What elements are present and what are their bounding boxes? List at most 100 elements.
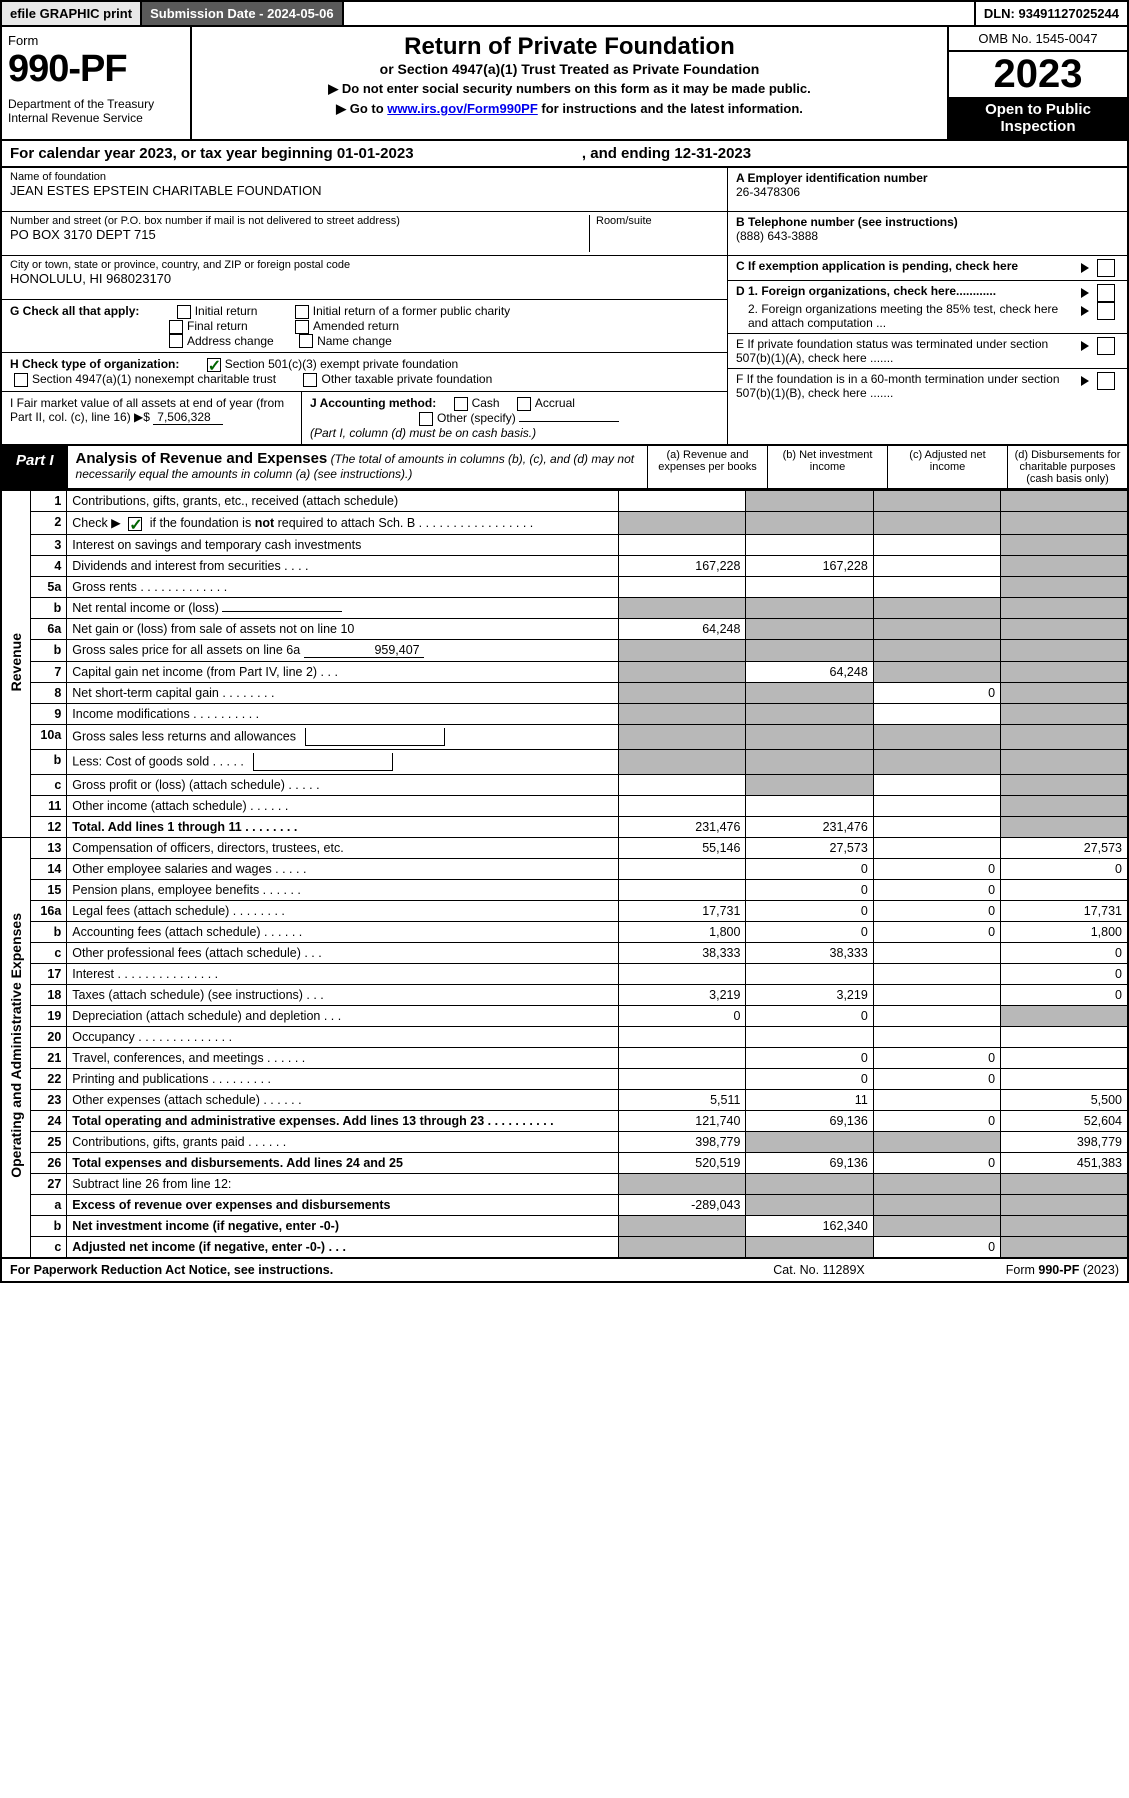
line-desc: Contributions, gifts, grants paid . . . … xyxy=(67,1131,619,1152)
table-row: cOther professional fees (attach schedul… xyxy=(1,942,1128,963)
amt-shade xyxy=(746,703,873,724)
amt-cell xyxy=(1001,879,1128,900)
chk-4947[interactable] xyxy=(14,373,28,387)
amt-cell: 69,136 xyxy=(746,1110,873,1131)
amt-cell: 398,779 xyxy=(619,1131,746,1152)
footer-l: For Paperwork Reduction Act Notice, see … xyxy=(10,1263,719,1277)
chk-address-change[interactable] xyxy=(169,334,183,348)
g-opt-4: Address change xyxy=(187,334,274,348)
line-number: 16a xyxy=(31,900,67,921)
line-desc: Other employee salaries and wages . . . … xyxy=(67,858,619,879)
amt-cell: 0 xyxy=(746,1047,873,1068)
form-link[interactable]: www.irs.gov/Form990PF xyxy=(387,101,538,116)
entity-left: Name of foundation JEAN ESTES EPSTEIN CH… xyxy=(2,168,727,444)
line-number: a xyxy=(31,1194,67,1215)
name-val: JEAN ESTES EPSTEIN CHARITABLE FOUNDATION xyxy=(10,183,719,198)
city-val: HONOLULU, HI 968023170 xyxy=(10,271,719,286)
amt-shade xyxy=(1001,1173,1128,1194)
chk-other-taxable[interactable] xyxy=(303,373,317,387)
tax-year: 2023 xyxy=(949,52,1127,97)
chk-sch-b[interactable] xyxy=(128,517,142,531)
arrow-icon xyxy=(1081,288,1089,298)
entity-right: A Employer identification number 26-3478… xyxy=(727,168,1127,444)
instr-2-post: for instructions and the latest informat… xyxy=(538,101,803,116)
table-row: bLess: Cost of goods sold . . . . . xyxy=(1,749,1128,774)
amt-cell xyxy=(873,837,1000,858)
amt-cell: 0 xyxy=(873,1236,1000,1258)
amt-shade xyxy=(619,511,746,534)
amt-cell: 11 xyxy=(746,1089,873,1110)
chk-amended[interactable] xyxy=(295,320,309,334)
amt-shade xyxy=(1001,511,1128,534)
amt-cell xyxy=(873,555,1000,576)
table-row: 8Net short-term capital gain . . . . . .… xyxy=(1,682,1128,703)
amt-cell: 3,219 xyxy=(619,984,746,1005)
h-row: H Check type of organization: Section 50… xyxy=(2,353,727,392)
g-row: G Check all that apply: Initial return I… xyxy=(2,300,727,353)
line-number: 25 xyxy=(31,1131,67,1152)
f-lbl: F If the foundation is in a 60-month ter… xyxy=(736,372,1081,400)
period-pre: For calendar year 2023, or tax year begi… xyxy=(10,145,337,162)
table-row: 25Contributions, gifts, grants paid . . … xyxy=(1,1131,1128,1152)
amt-shade xyxy=(1001,1194,1128,1215)
amt-cell: 121,740 xyxy=(619,1110,746,1131)
col-c-hdr: (c) Adjusted net income xyxy=(887,446,1007,488)
efile-label[interactable]: efile GRAPHIC print xyxy=(2,2,142,25)
chk-d2[interactable] xyxy=(1097,302,1115,320)
table-row: 10aGross sales less returns and allowanc… xyxy=(1,724,1128,749)
j-note: (Part I, column (d) must be on cash basi… xyxy=(310,426,536,440)
amt-shade xyxy=(619,682,746,703)
amt-cell: 3,219 xyxy=(746,984,873,1005)
amt-cell xyxy=(1001,1068,1128,1089)
line-number: 7 xyxy=(31,661,67,682)
amt-shade xyxy=(1001,534,1128,555)
chk-accrual[interactable] xyxy=(517,397,531,411)
addr-lbl: Number and street (or P.O. box number if… xyxy=(10,215,589,227)
amt-cell: 0 xyxy=(873,879,1000,900)
amt-shade xyxy=(619,749,746,774)
amt-shade xyxy=(746,1131,873,1152)
chk-initial-former[interactable] xyxy=(295,305,309,319)
amt-shade xyxy=(1001,618,1128,639)
chk-final-return[interactable] xyxy=(169,320,183,334)
line-desc: Net investment income (if negative, ente… xyxy=(67,1215,619,1236)
line-desc: Other income (attach schedule) . . . . .… xyxy=(67,795,619,816)
table-row: 4Dividends and interest from securities … xyxy=(1,555,1128,576)
chk-name-change[interactable] xyxy=(299,334,313,348)
amt-shade xyxy=(746,749,873,774)
j-lbl: J Accounting method: xyxy=(310,396,436,410)
arrow-icon xyxy=(1081,376,1089,386)
g-lbl: G Check all that apply: xyxy=(10,304,139,318)
table-row: 12Total. Add lines 1 through 11 . . . . … xyxy=(1,816,1128,837)
chk-initial-return[interactable] xyxy=(177,305,191,319)
amt-cell: 167,228 xyxy=(746,555,873,576)
line-desc: Net rental income or (loss) xyxy=(67,597,619,618)
chk-c[interactable] xyxy=(1097,259,1115,277)
line-desc: Check ▶ if the foundation is not require… xyxy=(67,511,619,534)
line-number: c xyxy=(31,942,67,963)
omb-number: OMB No. 1545-0047 xyxy=(949,27,1127,52)
chk-501c3[interactable] xyxy=(207,358,221,372)
amt-cell: 5,500 xyxy=(1001,1089,1128,1110)
col-a-hdr: (a) Revenue and expenses per books xyxy=(647,446,767,488)
arrow-icon xyxy=(1081,306,1089,316)
chk-cash[interactable] xyxy=(454,397,468,411)
amt-shade xyxy=(873,490,1000,511)
line-number: 5a xyxy=(31,576,67,597)
chk-e[interactable] xyxy=(1097,337,1115,355)
g-opt-0: Initial return xyxy=(195,304,258,318)
amt-cell: 0 xyxy=(873,1110,1000,1131)
city-lbl: City or town, state or province, country… xyxy=(10,259,719,271)
chk-f[interactable] xyxy=(1097,372,1115,390)
line-desc: Gross sales price for all assets on line… xyxy=(67,639,619,661)
line-number: 27 xyxy=(31,1173,67,1194)
amt-shade xyxy=(1001,1005,1128,1026)
chk-other-method[interactable] xyxy=(419,412,433,426)
chk-d1[interactable] xyxy=(1097,284,1115,302)
amt-cell xyxy=(1001,1026,1128,1047)
addr-row: Number and street (or P.O. box number if… xyxy=(2,212,727,256)
amt-cell xyxy=(746,1026,873,1047)
amt-shade xyxy=(873,1215,1000,1236)
line-number: 12 xyxy=(31,816,67,837)
amt-cell xyxy=(873,963,1000,984)
